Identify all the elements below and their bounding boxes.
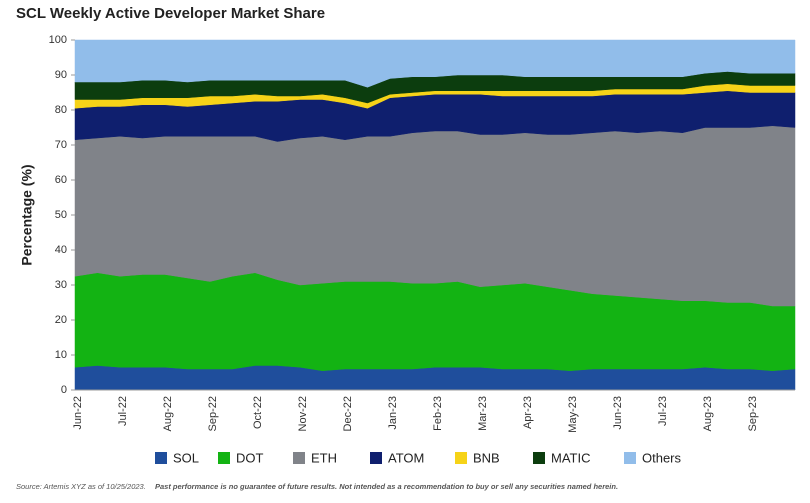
y-tick-label: 50 — [55, 209, 67, 221]
y-tick-label: 100 — [49, 34, 67, 46]
x-tick-label: Jul-22 — [117, 396, 129, 426]
legend-label: ETH — [311, 450, 337, 465]
y-tick-label: 90 — [55, 69, 67, 81]
y-tick-label: 30 — [55, 279, 67, 291]
y-tick-label: 80 — [55, 104, 67, 116]
legend-label: Others — [642, 450, 682, 465]
legend-swatch — [455, 452, 467, 464]
legend-swatch — [218, 452, 230, 464]
area — [74, 365, 796, 391]
y-tick-label: 20 — [55, 314, 67, 326]
x-tick-label: Apr-23 — [522, 396, 534, 429]
legend-label: BNB — [473, 450, 500, 465]
y-tick-label: 60 — [55, 174, 67, 186]
area — [74, 39, 796, 88]
legend-label: SOL — [173, 450, 199, 465]
legend-swatch — [155, 452, 167, 464]
y-tick-label: 10 — [55, 349, 67, 361]
x-tick-label: Sep-23 — [747, 396, 759, 431]
x-tick-label: Dec-22 — [342, 396, 354, 431]
x-tick-label: Aug-23 — [702, 396, 714, 431]
y-tick-label: 70 — [55, 139, 67, 151]
legend-swatch — [370, 452, 382, 464]
x-tick-label: Jun-22 — [72, 396, 84, 430]
legend-label: MATIC — [551, 450, 590, 465]
x-tick-label: Feb-23 — [432, 396, 444, 431]
x-tick-label: Oct-22 — [252, 396, 264, 429]
x-tick-label: Jan-23 — [387, 396, 399, 430]
y-tick-label: 40 — [55, 244, 67, 256]
legend-swatch — [293, 452, 305, 464]
x-tick-label: Nov-22 — [297, 396, 309, 431]
y-axis-label: Percentage (%) — [19, 164, 35, 265]
x-tick-label: Aug-22 — [162, 396, 174, 431]
legend-label: ATOM — [388, 450, 424, 465]
legend-swatch — [624, 452, 636, 464]
legend-label: DOT — [236, 450, 264, 465]
disclaimer: Past performance is no guarantee of futu… — [155, 482, 618, 491]
x-tick-label: Sep-22 — [207, 396, 219, 431]
legend-swatch — [533, 452, 545, 464]
x-tick-label: May-23 — [567, 396, 579, 433]
x-tick-label: Jun-23 — [612, 396, 624, 430]
source-note: Source: Artemis XYZ as of 10/25/2023. — [16, 482, 146, 491]
x-tick-label: Mar-23 — [477, 396, 489, 431]
x-tick-label: Jul-23 — [657, 396, 669, 426]
chart-title: SCL Weekly Active Developer Market Share — [16, 5, 325, 22]
y-tick-label: 0 — [61, 384, 67, 396]
